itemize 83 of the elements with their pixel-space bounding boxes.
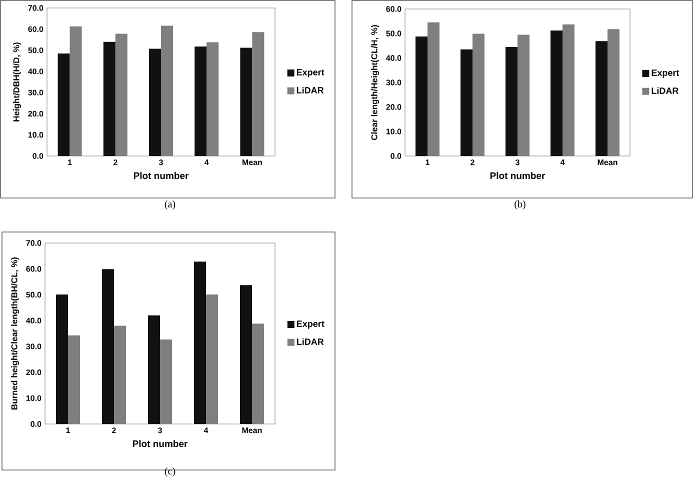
y-tick-label: 10.0 — [386, 128, 402, 134]
y-tick-label: 50.0 — [26, 292, 42, 298]
x-tick-label: 1 — [68, 160, 72, 166]
bar — [56, 294, 68, 424]
legend-label: Expert — [296, 69, 324, 78]
bar — [240, 48, 252, 156]
y-tick-label: 50.0 — [386, 30, 402, 36]
x-axis-title: Plot number — [490, 172, 546, 180]
bar — [58, 53, 70, 156]
x-tick-label: 3 — [158, 160, 163, 166]
y-tick-label: 20.0 — [28, 110, 44, 117]
y-tick-label: 30.0 — [386, 80, 402, 86]
y-tick-label: 60.0 — [26, 266, 42, 272]
y-tick-label: 0.0 — [30, 421, 42, 427]
bar — [194, 262, 206, 424]
legend-label: Expert — [652, 70, 680, 78]
bar — [518, 34, 530, 156]
legend-label: LiDAR — [652, 87, 679, 94]
bar — [148, 315, 160, 424]
bar — [103, 42, 116, 156]
bar — [460, 49, 473, 156]
bar — [252, 32, 264, 156]
text: (c) — [164, 467, 176, 476]
y-tick-label: 40.0 — [26, 318, 42, 324]
bar — [102, 269, 114, 424]
y-tick-label: 70.0 — [26, 240, 42, 246]
bar — [68, 335, 80, 424]
x-tick-label: 4 — [560, 160, 565, 166]
y-tick-label: 60.0 — [28, 26, 44, 32]
x-tick-label: 2 — [113, 160, 118, 166]
x-axis-title: Plot number — [132, 440, 188, 448]
bar — [240, 285, 252, 424]
y-tick-label: 10.0 — [28, 132, 44, 138]
x-tick-label: 1 — [426, 160, 430, 166]
y-tick-label: 60.0 — [386, 6, 402, 12]
bar — [608, 29, 620, 156]
y-tick-label: 30.0 — [26, 344, 42, 350]
x-tick-label: 2 — [470, 160, 474, 166]
x-tick-label: 4 — [204, 160, 209, 166]
bar — [161, 26, 173, 156]
y-axis-title: Height/DBH(H/D, %) — [13, 42, 22, 122]
x-tick-label: 3 — [515, 160, 520, 166]
x-tick-label: 4 — [204, 428, 208, 434]
x-tick-label: Mean — [598, 160, 618, 166]
x-tick-label: 1 — [66, 428, 70, 434]
bar — [206, 294, 218, 424]
x-tick-label: 2 — [112, 428, 116, 434]
bar — [115, 34, 128, 156]
y-tick-label: 20.0 — [386, 104, 402, 110]
text: (a) — [164, 200, 176, 210]
bar — [252, 324, 264, 424]
y-tick-label: 40.0 — [386, 55, 402, 61]
bar — [70, 26, 82, 156]
legend-label: LiDAR — [296, 338, 324, 345]
bar — [160, 339, 172, 424]
bar — [506, 46, 518, 156]
y-tick-label: 10.0 — [26, 395, 42, 401]
x-tick-label: 3 — [158, 428, 162, 434]
x-tick-label: Mean — [242, 160, 262, 166]
bar — [149, 48, 161, 156]
bar — [596, 41, 608, 156]
bar — [472, 34, 485, 156]
bar — [428, 22, 440, 156]
y-tick-label: 70.0 — [28, 5, 44, 11]
y-axis-title: Burned height/Clear length(BH/CL, %) — [11, 257, 20, 410]
y-tick-label: 50.0 — [28, 47, 44, 54]
text: (b) — [514, 200, 526, 210]
legend-label: LiDAR — [296, 86, 324, 94]
y-tick-label: 40.0 — [28, 68, 44, 74]
bar — [114, 326, 126, 424]
y-tick-label: 20.0 — [26, 369, 42, 376]
x-tick-label: Mean — [242, 428, 262, 434]
x-axis-title: Plot number — [134, 172, 189, 180]
y-tick-label: 30.0 — [28, 90, 44, 96]
y-tick-label: 0.0 — [390, 153, 402, 159]
bar — [416, 36, 428, 156]
bar — [562, 24, 575, 156]
legend-label: Expert — [296, 320, 324, 329]
y-axis-title: Clear length/Height(CL/H, %) — [371, 25, 380, 140]
bar — [194, 46, 207, 156]
y-tick-label: 0.0 — [32, 153, 44, 159]
bar — [550, 30, 563, 156]
bar — [206, 42, 219, 156]
